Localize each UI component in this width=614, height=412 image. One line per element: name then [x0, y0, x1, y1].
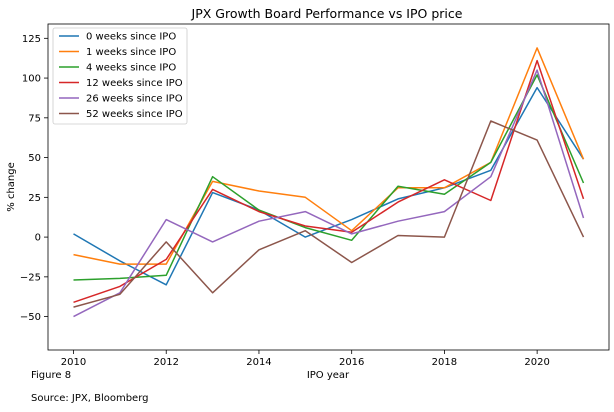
x-axis: 2010 2012 2014 2016 2018 2020 — [61, 350, 550, 368]
series-line-4 — [73, 59, 585, 304]
x-axis-label: IPO year — [307, 370, 350, 381]
chart-title: JPX Growth Board Performance vs IPO pric… — [191, 6, 463, 21]
series-line-1 — [73, 86, 585, 286]
x-tick-label: 2014 — [246, 357, 271, 368]
y-tick-label: 0 — [35, 233, 41, 244]
x-tick-label: 2018 — [432, 357, 457, 368]
plot-area — [47, 23, 610, 351]
series-line-3 — [73, 74, 585, 281]
legend-box — [52, 27, 188, 125]
y-tick-label: 25 — [28, 193, 41, 204]
legend-label: 12 weeks since IPO — [86, 78, 183, 89]
y-tick-label: −50 — [20, 312, 41, 323]
legend-label: 4 weeks since IPO — [86, 63, 176, 74]
y-tick-label: 50 — [28, 153, 41, 164]
series-line-6 — [73, 120, 585, 308]
legend-label: 1 weeks since IPO — [86, 47, 176, 58]
y-axis-label: % change — [6, 162, 17, 211]
x-tick-label: 2020 — [524, 357, 549, 368]
y-tick-label: 75 — [28, 113, 41, 124]
x-tick-label: 2016 — [339, 357, 364, 368]
y-axis: −50 −25 0 25 50 75 100 125 — [20, 34, 48, 323]
legend-label: 26 weeks since IPO — [86, 94, 183, 105]
legend: 0 weeks since IPO 1 weeks since IPO 4 week… — [52, 27, 188, 125]
y-tick-label: −25 — [20, 272, 41, 283]
x-tick-label: 2012 — [154, 357, 179, 368]
y-tick-label: 125 — [22, 34, 41, 45]
figure-label: Figure 8 — [31, 370, 72, 381]
series-lines — [73, 47, 585, 318]
x-tick-label: 2010 — [61, 357, 86, 368]
legend-label: 0 weeks since IPO — [86, 32, 176, 43]
series-line-5 — [73, 69, 585, 318]
legend-label: 52 weeks since IPO — [86, 109, 183, 120]
source-label: Source: JPX, Bloomberg — [31, 393, 149, 404]
y-tick-label: 100 — [22, 74, 41, 85]
